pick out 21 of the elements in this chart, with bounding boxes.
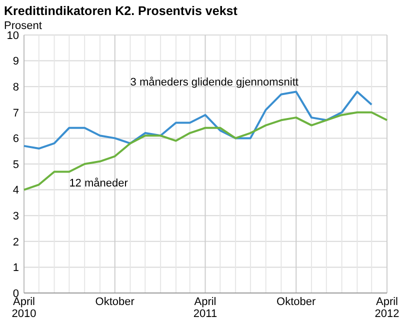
y-tick-label: 3 [12,210,19,222]
series-label: 3 måneders glidende gjennomsnitt [130,76,298,88]
x-tick-label: April 2012 [374,296,400,320]
x-tick-label: April 2011 [193,296,218,320]
y-tick-label: 6 [12,133,19,146]
y-tick-label: 1 [12,262,19,274]
y-axis-title: Prosent [4,20,42,32]
y-tick-label: 2 [12,236,19,248]
y-tick-label: 4 [12,184,19,197]
y-tick-label: 8 [12,81,19,94]
x-tick-label: Oktober [95,296,135,308]
y-tick-label: 7 [12,107,19,120]
chart-title: Kredittindikatoren K2. Prosentvis vekst [4,4,238,18]
y-tick-label: 10 [6,30,19,42]
x-tick-label: April 2010 [12,296,36,320]
y-tick-label: 5 [12,158,19,171]
line-series [23,90,373,150]
x-tick-label: Oktober [276,296,316,308]
series-label: 12 måneder [69,178,128,190]
y-tick-label: 9 [12,56,19,68]
line-series [23,111,388,191]
